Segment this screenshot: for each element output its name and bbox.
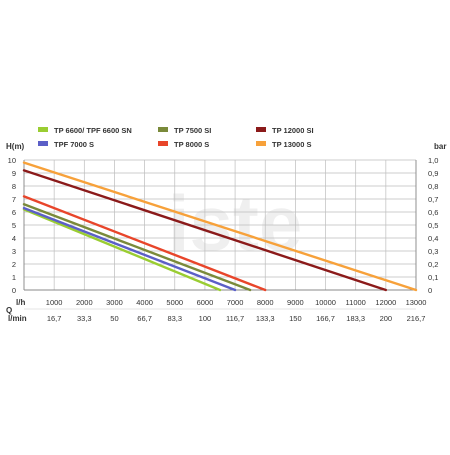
y-right-tick-label: 0,2 (428, 260, 438, 269)
x-tick-label-lh: 10000 (315, 298, 336, 307)
series-line (22, 195, 267, 292)
y-right-tick-label: 0,6 (428, 208, 438, 217)
x-tick-label-lmin: 150 (289, 314, 302, 323)
y-left-tick-label: 8 (12, 182, 16, 191)
y-left-tick-label: 5 (12, 221, 16, 230)
legend-label: TPF 7000 S (54, 140, 94, 149)
legend-swatch (158, 141, 168, 146)
legend-label: TP 13000 S (272, 140, 311, 149)
x-tick-label-lmin: 133,3 (256, 314, 275, 323)
legend-label: TP 7500 SI (174, 126, 211, 135)
x-tick-label-lh: 5000 (166, 298, 183, 307)
legend-swatch (256, 141, 266, 146)
x-axis-symbol: Q (6, 306, 12, 315)
y-right-tick-label: 0,1 (428, 273, 438, 282)
x-unit-lh-label: l/h (16, 298, 25, 307)
y-right-tick-label: 0,3 (428, 247, 438, 256)
x-tick-label-lh: 1000 (46, 298, 63, 307)
x-tick-label-lh: 4000 (136, 298, 153, 307)
y-right-tick-label: 0,7 (428, 195, 438, 204)
legend-label: TP 8000 S (174, 140, 209, 149)
y-left-axis-title: H(m) (6, 142, 25, 151)
y-right-tick-label: 0,9 (428, 169, 438, 178)
x-tick-label-lh: 8000 (257, 298, 274, 307)
y-left-tick-label: 4 (12, 234, 16, 243)
y-right-tick-label: 0,8 (428, 182, 438, 191)
x-tick-label-lmin: 216,7 (407, 314, 426, 323)
x-tick-label-lh: 3000 (106, 298, 123, 307)
x-tick-label-lmin: 200 (380, 314, 393, 323)
x-tick-label-lh: 13000 (406, 298, 427, 307)
y-left-tick-label: 10 (8, 156, 16, 165)
legend-swatch (158, 127, 168, 132)
legend-label: TP 6600/ TPF 6600 SN (54, 126, 132, 135)
x-tick-label-lmin: 66,7 (137, 314, 152, 323)
x-tick-label-lmin: 16,7 (47, 314, 62, 323)
series-line (22, 206, 237, 292)
y-left-tick-label: 6 (12, 208, 16, 217)
legend-swatch (38, 127, 48, 132)
legend-swatch (256, 127, 266, 132)
x-unit-lmin-label: l/min (8, 314, 27, 323)
x-tick-label-lh: 11000 (346, 298, 366, 307)
x-tick-label-lh: 2000 (76, 298, 93, 307)
x-tick-label-lh: 9000 (287, 298, 304, 307)
series-line (22, 202, 252, 292)
y-right-tick-label: 0,5 (428, 221, 438, 230)
y-left-tick-label: 3 (12, 247, 16, 256)
series-line (22, 161, 418, 292)
y-right-tick-label: 0 (428, 286, 432, 295)
y-left-tick-label: 2 (12, 260, 16, 269)
y-left-tick-label: 1 (12, 273, 16, 282)
x-tick-label-lmin: 166,7 (316, 314, 335, 323)
legend-label: TP 12000 SI (272, 126, 314, 135)
x-tick-label-lh: 12000 (375, 298, 396, 307)
y-right-tick-label: 0,4 (428, 234, 438, 243)
y-left-tick-label: 0 (12, 286, 16, 295)
y-left-tick-label: 7 (12, 195, 16, 204)
x-tick-label-lmin: 100 (199, 314, 212, 323)
x-tick-label-lmin: 50 (110, 314, 118, 323)
y-right-axis-title: bar (434, 142, 446, 151)
y-right-tick-label: 1,0 (428, 156, 438, 165)
x-tick-label-lmin: 33,3 (77, 314, 92, 323)
x-tick-label-lh: 6000 (197, 298, 214, 307)
x-tick-label-lmin: 183,3 (346, 314, 365, 323)
x-tick-label-lmin: 116,7 (226, 314, 244, 323)
x-tick-label-lmin: 83,3 (167, 314, 182, 323)
x-tick-label-lh: 7000 (227, 298, 244, 307)
series-line (22, 169, 388, 292)
series-line (22, 208, 222, 292)
y-left-tick-label: 9 (12, 169, 16, 178)
legend-swatch (38, 141, 48, 146)
